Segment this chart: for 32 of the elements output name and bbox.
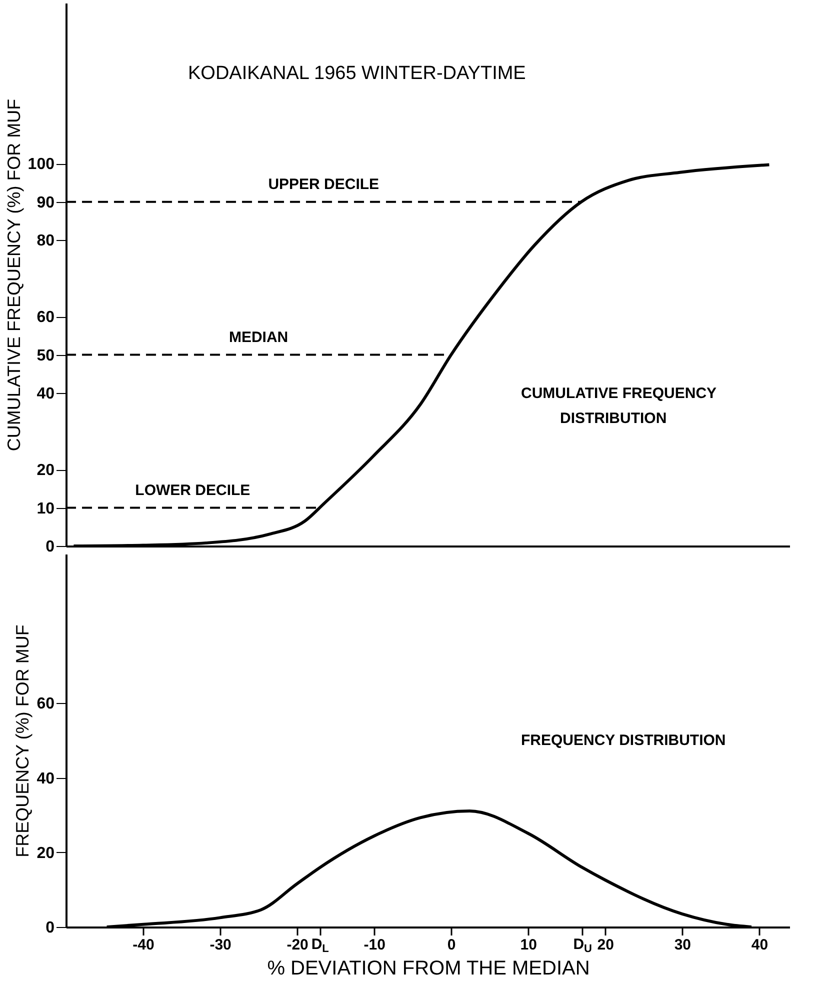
ref-line-label: MEDIAN	[228, 328, 288, 346]
ref-line-label: UPPER DECILE	[268, 176, 380, 193]
y-tick-label: 0	[46, 538, 55, 556]
y-tick-label: 100	[28, 156, 55, 174]
y-tick-label: 40	[36, 770, 55, 788]
x-tick-label: -10	[364, 936, 386, 954]
annotation: DISTRIBUTION	[560, 410, 667, 427]
y-tick-label: 80	[36, 232, 55, 250]
y-tick-label: 50	[36, 347, 55, 364]
y-tick-label: 10	[36, 500, 55, 518]
y-tick-label: 40	[36, 386, 55, 403]
y-tick-label: 60	[36, 696, 55, 713]
y-tick-label: 20	[36, 462, 55, 480]
y-tick-label: 60	[36, 309, 55, 326]
x-tick-label: -30	[210, 936, 232, 954]
x-tick-label: 20	[597, 936, 614, 954]
x-axis-title: % DEVIATION FROM THE MEDIAN	[267, 958, 590, 980]
y-tick-label: 90	[36, 194, 55, 212]
y-axis-title: CUMULATIVE FREQUENCY (%) FOR MUF	[4, 98, 24, 452]
annotation: CUMULATIVE FREQUENCY	[521, 385, 717, 402]
x-tick-label: -20	[286, 936, 308, 954]
y-axis-title: FREQUENCY (%) FOR MUF	[12, 624, 33, 858]
annotation: FREQUENCY DISTRIBUTION	[521, 732, 726, 749]
text: KODAIKANAL 1965 WINTER-DAYTIME	[188, 63, 526, 84]
x-tick-label: -40	[132, 936, 154, 954]
x-tick-label: 10	[520, 936, 537, 954]
x-tick-label: 40	[751, 936, 768, 954]
x-tick-label: 0	[447, 936, 456, 954]
y-tick-label: 20	[36, 844, 55, 862]
y-tick-label: 0	[46, 920, 55, 936]
x-tick-label: 30	[674, 936, 692, 954]
ref-line-label: LOWER DECILE	[135, 482, 250, 499]
